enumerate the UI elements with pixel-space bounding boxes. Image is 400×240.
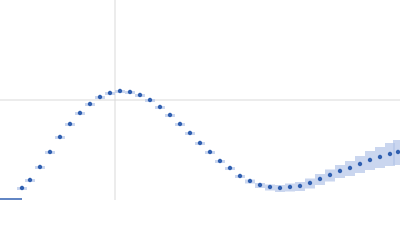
- data-point: [367, 157, 373, 163]
- data-point: [107, 90, 113, 96]
- data-point: [87, 101, 93, 107]
- data-point: [297, 183, 303, 189]
- chart: [0, 0, 400, 200]
- data-point: [117, 88, 123, 94]
- data-point: [337, 168, 343, 174]
- data-point: [47, 149, 53, 155]
- data-point: [127, 89, 133, 95]
- data-point: [27, 177, 33, 183]
- data-point: [357, 161, 363, 167]
- data-point: [387, 151, 393, 157]
- data-point: [157, 104, 163, 110]
- data-point: [37, 164, 43, 170]
- data-point: [257, 182, 263, 188]
- data-point: [317, 176, 323, 182]
- data-point: [377, 154, 383, 160]
- data-point: [137, 92, 143, 98]
- data-point: [287, 184, 293, 190]
- data-point: [347, 165, 353, 171]
- data-point: [57, 134, 63, 140]
- data-point: [395, 149, 400, 155]
- data-point: [277, 185, 283, 191]
- data-point: [267, 184, 273, 190]
- data-point: [77, 110, 83, 116]
- data-point: [217, 158, 223, 164]
- data-point: [247, 178, 253, 184]
- data-point: [177, 121, 183, 127]
- data-point: [67, 121, 73, 127]
- data-point: [237, 173, 243, 179]
- data-point: [167, 112, 173, 118]
- data-point: [197, 140, 203, 146]
- data-point: [147, 97, 153, 103]
- data-point: [207, 149, 213, 155]
- data-point: [187, 130, 193, 136]
- data-point: [227, 165, 233, 171]
- data-point: [327, 172, 333, 178]
- data-point: [307, 180, 313, 186]
- data-point: [97, 94, 103, 100]
- data-point: [19, 185, 25, 191]
